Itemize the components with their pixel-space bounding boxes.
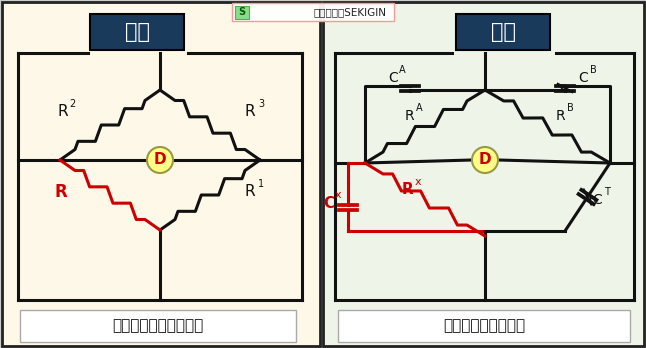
Text: C: C: [592, 193, 602, 207]
Text: S: S: [238, 7, 245, 17]
Text: 2: 2: [69, 99, 75, 109]
Text: 交流: 交流: [490, 22, 516, 42]
Text: 3: 3: [258, 99, 264, 109]
Text: シェリングブリッジ: シェリングブリッジ: [443, 318, 525, 333]
Text: x: x: [335, 190, 342, 200]
Text: 1: 1: [258, 179, 264, 189]
Circle shape: [147, 147, 173, 173]
Text: 技術情報館SEKIGIN: 技術情報館SEKIGIN: [314, 7, 387, 17]
FancyBboxPatch shape: [90, 14, 184, 50]
Text: D: D: [479, 152, 492, 167]
Text: C: C: [323, 196, 334, 211]
Text: D: D: [154, 152, 166, 167]
Text: T: T: [604, 187, 610, 197]
FancyBboxPatch shape: [234, 6, 249, 18]
Text: B: B: [567, 103, 574, 113]
Text: A: A: [399, 65, 406, 75]
FancyBboxPatch shape: [456, 14, 550, 50]
FancyBboxPatch shape: [232, 3, 394, 21]
Circle shape: [472, 147, 498, 173]
Text: R: R: [405, 109, 415, 123]
Text: C: C: [578, 71, 588, 85]
Text: R: R: [244, 184, 255, 199]
Text: A: A: [416, 103, 422, 113]
FancyBboxPatch shape: [323, 2, 644, 346]
FancyBboxPatch shape: [2, 2, 320, 346]
Text: 直流: 直流: [125, 22, 149, 42]
FancyBboxPatch shape: [338, 310, 630, 342]
Text: R: R: [556, 109, 566, 123]
Text: ホイーストンブリッジ: ホイーストンブリッジ: [112, 318, 203, 333]
FancyBboxPatch shape: [20, 310, 296, 342]
Text: C: C: [388, 71, 398, 85]
Text: B: B: [590, 65, 597, 75]
Text: R: R: [402, 182, 413, 198]
Text: x: x: [415, 177, 422, 187]
Text: R: R: [244, 104, 255, 119]
Text: R: R: [57, 104, 68, 119]
Text: R: R: [55, 183, 68, 201]
